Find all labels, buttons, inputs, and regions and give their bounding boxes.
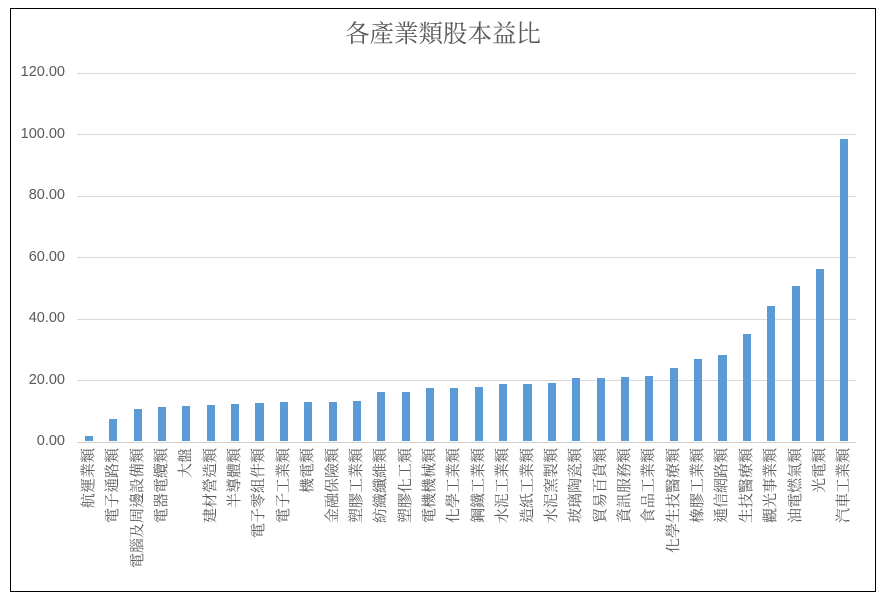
bar	[840, 138, 849, 442]
x-axis-category-label: 電子工業類	[275, 448, 292, 524]
bar	[279, 401, 288, 442]
x-axis-category-label: 食品工業類	[641, 448, 658, 524]
x-axis-category-label: 觀光事業類	[763, 448, 780, 524]
x-axis-category-label: 紡織纖維類	[373, 448, 390, 524]
x-axis-line	[76, 441, 857, 443]
x-axis-category-label: 鋼鐵工業類	[470, 448, 487, 524]
bar	[742, 334, 751, 442]
x-axis-category-label: 塑膠化工類	[397, 448, 414, 524]
gridline	[76, 195, 857, 197]
x-axis-category-label: 化學生技醫療類	[665, 448, 682, 554]
x-axis-category-label: 水泥窯製類	[543, 448, 560, 524]
x-axis-category-label: 半導體類	[227, 448, 244, 509]
x-axis-category-label: 貿易百貨類	[592, 448, 609, 524]
chart-frame: 各產業類股本益比	[10, 8, 876, 592]
x-axis-category-label: 電器電纜類	[153, 448, 170, 524]
bar	[206, 405, 215, 442]
x-axis-category-label: 建材營造類	[202, 448, 219, 524]
gridline	[76, 72, 857, 74]
bar	[620, 376, 630, 442]
bar	[182, 405, 191, 442]
x-axis-category-label: 造紙工業類	[519, 448, 536, 524]
x-axis-category-label: 生技醫療類	[738, 448, 755, 524]
bar	[450, 388, 459, 442]
bar	[474, 386, 483, 442]
x-axis-category-label: 機電類	[300, 448, 317, 494]
bar	[523, 383, 532, 442]
bar	[84, 436, 93, 442]
x-axis-category-label: 塑膠工業類	[348, 448, 365, 524]
bar	[401, 391, 410, 442]
x-axis-category-label: 資訊服務類	[616, 448, 633, 524]
x-axis-category-label: 電子通路類	[105, 448, 122, 524]
bar	[231, 403, 240, 442]
bar	[109, 419, 118, 442]
x-axis-category-label: 汽車工業類	[836, 448, 853, 524]
bar	[815, 269, 824, 442]
y-axis-tick-label: 100.00	[20, 125, 65, 142]
gridline	[76, 134, 857, 135]
bar	[791, 286, 800, 442]
bar	[572, 377, 581, 442]
x-axis-category-label: 油電燃氣類	[787, 448, 804, 524]
gridline	[76, 318, 857, 320]
bar	[157, 407, 167, 442]
bar	[425, 387, 435, 442]
y-axis-tick-label: 0.00	[36, 433, 65, 449]
x-axis-category-label: 電機機械類	[422, 448, 439, 524]
chart-title: 各產業類股本益比	[345, 21, 541, 48]
bar	[694, 359, 703, 442]
y-axis-tick-label: 20.00	[28, 371, 65, 388]
x-axis-category-label: 大盤	[178, 448, 195, 479]
y-axis-tick-label: 80.00	[28, 187, 65, 203]
x-axis-category-label: 光電類	[811, 448, 828, 494]
x-axis-category-label: 水泥工業類	[495, 448, 512, 524]
bar	[767, 306, 776, 442]
x-axis-category-label: 航運業類	[80, 448, 97, 509]
y-axis-tick-label: 60.00	[28, 248, 65, 265]
bar	[352, 400, 361, 442]
gridline	[76, 257, 857, 258]
x-axis-category-label: 電子零組件類	[251, 448, 268, 539]
bar	[133, 408, 142, 442]
bar	[596, 378, 605, 442]
x-axis-category-label: 金融保險類	[324, 448, 341, 524]
bar	[377, 392, 386, 442]
bar	[255, 403, 264, 442]
x-axis-category-label: 玻璃陶瓷類	[568, 448, 585, 524]
gridline	[76, 380, 857, 381]
x-axis-category-label: 電腦及周邊設備類	[129, 448, 146, 569]
x-axis-category-label: 通信網路類	[714, 448, 731, 524]
x-axis-category-label: 橡膠工業類	[690, 448, 707, 524]
bar	[499, 384, 508, 442]
bar	[328, 402, 337, 442]
y-axis-tick-label: 40.00	[28, 310, 65, 326]
x-axis-category-label: 化學工業類	[446, 448, 463, 524]
bar	[304, 402, 313, 442]
bar	[718, 355, 727, 442]
y-axis-tick-label: 120.00	[20, 64, 65, 80]
bar	[669, 368, 678, 442]
bar	[645, 376, 654, 442]
bar	[547, 382, 556, 442]
